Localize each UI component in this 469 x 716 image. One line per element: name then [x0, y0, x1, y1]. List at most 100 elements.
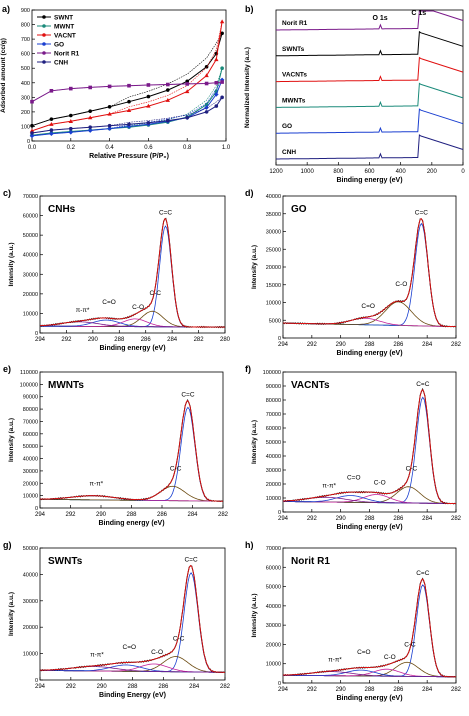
x-tick-label: 286 — [393, 687, 404, 693]
y-tick-label: 0 — [278, 336, 281, 342]
component-label: π-π* — [90, 652, 104, 659]
data-point — [107, 126, 112, 131]
fit-envelope — [39, 399, 223, 502]
y-axis-label: Intensity (a.u.) — [8, 242, 15, 286]
x-axis-label: Relative Pressure (P/P₀) — [89, 153, 169, 160]
data-point — [49, 117, 54, 121]
fit-envelope — [283, 217, 456, 328]
survey-trace-VACNTs — [276, 56, 464, 83]
y-tick-label: 500 — [21, 66, 30, 72]
y-tick-label: 0 — [35, 506, 38, 512]
y-tick-label: 90000 — [23, 395, 38, 401]
panel-title: CNHs — [48, 204, 76, 215]
component-label: C-O — [151, 649, 163, 656]
data-point — [49, 128, 54, 132]
trace-label: GO — [282, 123, 292, 130]
component-label: C-O — [374, 479, 386, 486]
component-curve — [283, 661, 455, 678]
series-line-Norit R1 — [31, 81, 223, 103]
panel-label: e) — [3, 364, 11, 374]
x-tick-label: 284 — [422, 687, 433, 693]
peak-label-o1s: O 1s — [373, 15, 388, 22]
panel-b: b) 1200 1000 800 600 400 200 0 Binding energy (e… — [244, 4, 465, 184]
y-tick-label: 10000 — [266, 301, 281, 307]
y-tick-label: 50000 — [23, 233, 38, 239]
y-tick-label: 15000 — [266, 283, 281, 289]
trace-label: Norit R1 — [282, 20, 308, 27]
panel-f: f) 294 292 290 288 286 284 282 Binding energy (e… — [245, 364, 462, 531]
x-tick-label: 288 — [364, 516, 375, 522]
panel-h: h) 294 292 290 288 286 284 282 Binding energy (e… — [245, 540, 462, 702]
y-tick-label: 70000 — [266, 546, 281, 552]
component-label: C-C — [404, 641, 416, 648]
component-curve — [283, 584, 455, 678]
component-curve — [39, 406, 222, 502]
survey-trace-Norit R1 — [276, 10, 464, 31]
data-point — [146, 94, 151, 99]
panel-title: VACNTs — [291, 380, 330, 391]
legend-label: CNH — [54, 60, 68, 67]
y-tick-label: 50000 — [23, 546, 38, 552]
y-tick-label: 0 — [35, 331, 38, 337]
component-label: C=C — [416, 381, 429, 388]
y-tick-label: 40000 — [23, 572, 38, 578]
y-tick-label: 30000 — [23, 272, 38, 278]
legend-label: MWNT — [54, 24, 74, 31]
component-label: C-O — [132, 304, 144, 311]
y-tick-label: 10000 — [23, 494, 38, 500]
data-point — [146, 103, 151, 108]
data-point — [30, 131, 34, 135]
series-line-VACNT — [31, 21, 223, 132]
component-label: C=O — [357, 649, 371, 656]
y-tick-label: 10000 — [266, 662, 281, 668]
component-label: C=O — [123, 644, 137, 651]
component-label: C-O — [395, 281, 407, 288]
plot-frame — [275, 9, 464, 166]
fit-envelope — [40, 564, 225, 673]
component-curve — [283, 396, 455, 504]
data-point — [69, 86, 73, 91]
x-tick-label: 1000 — [300, 169, 314, 175]
survey-trace-GO — [276, 108, 464, 134]
trace-label: SWNTs — [282, 46, 305, 53]
data-point — [68, 119, 73, 123]
series-desorption-MWNT — [31, 68, 223, 136]
x-tick-label: 294 — [35, 512, 46, 518]
y-tick-label: 400 — [21, 81, 30, 87]
y-axis-label: Adsorbed amount (cc/g) — [0, 38, 7, 113]
legend-label: Norit R1 — [54, 51, 80, 58]
y-tick-label: 600 — [21, 52, 30, 58]
data-point — [204, 73, 209, 78]
plot-frame — [39, 195, 226, 334]
panel-a: a) 0.0 0.2 0.4 0.6 0.8 1.0 Relative Pressure (P… — [0, 4, 231, 160]
x-axis-label: Binding energy (eV) — [336, 524, 402, 531]
series-desorption-Norit R1 — [31, 81, 223, 102]
y-tick-label: 70000 — [23, 194, 38, 200]
x-tick-label: 292 — [307, 342, 318, 348]
panel-label: c) — [3, 188, 11, 198]
panel-label: b) — [245, 4, 254, 14]
data-point — [88, 85, 92, 90]
y-tick-label: 200 — [21, 110, 30, 116]
y-tick-label: 20000 — [266, 265, 281, 271]
panel-c: c) 294 292 290 288 286 284 282 280 Binding energy… — [3, 188, 231, 352]
y-axis-label: Intensity (a.u.) — [8, 418, 15, 462]
y-tick-label: 110000 — [20, 370, 38, 376]
plot-frame — [31, 9, 227, 142]
x-tick-label: 286 — [158, 684, 169, 690]
panel-title: Norit R1 — [291, 556, 330, 567]
component-label: C=O — [347, 475, 361, 482]
data-point — [30, 99, 34, 104]
y-tick-label: 10000 — [23, 652, 38, 658]
fit-envelope — [282, 578, 456, 678]
data-point — [214, 104, 219, 108]
series-desorption-CNH — [31, 97, 223, 134]
component-label: π-π* — [328, 657, 342, 664]
panel-title: MWNTs — [48, 380, 84, 391]
panel-label: d) — [245, 188, 254, 198]
y-tick-label: 0 — [278, 510, 281, 516]
y-tick-label: 50000 — [266, 585, 281, 591]
y-tick-label: 30000 — [266, 623, 281, 629]
y-tick-label: 40000 — [266, 194, 281, 200]
